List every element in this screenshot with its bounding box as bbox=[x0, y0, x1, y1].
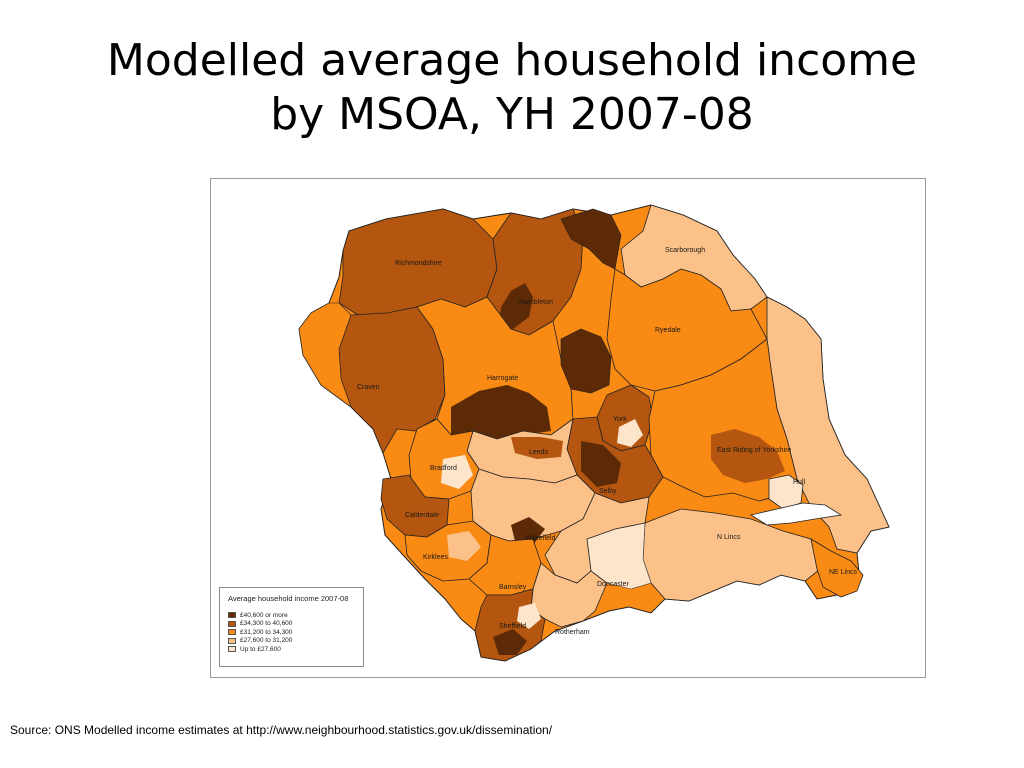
region-harrogate-dark bbox=[451, 385, 551, 441]
label-leeds: Leeds bbox=[529, 449, 549, 456]
region-wakefield-dark bbox=[511, 517, 545, 545]
legend-label: £34,300 to 40,600 bbox=[240, 620, 293, 628]
label-hambleton: Hambleton bbox=[519, 299, 553, 306]
label-craven: Craven bbox=[357, 384, 380, 391]
legend-label: £40,600 or more bbox=[240, 611, 288, 619]
label-ryedale: Ryedale bbox=[655, 327, 681, 334]
region-bradford-light bbox=[441, 455, 473, 489]
legend-swatch bbox=[228, 646, 236, 653]
region-sheffield-dark bbox=[493, 629, 527, 655]
region-thirsk-dark bbox=[560, 328, 612, 394]
region-ne-lincs bbox=[810, 538, 864, 598]
label-harrogate: Harrogate bbox=[487, 375, 518, 382]
legend-title: Average household income 2007-08 bbox=[228, 594, 349, 603]
region-craven-west bbox=[298, 302, 352, 408]
label-doncaster: Doncaster bbox=[597, 581, 630, 588]
legend-item: Up to £27,600 bbox=[228, 645, 363, 654]
label-rotherham: Rotherham bbox=[555, 629, 590, 636]
region-york-light bbox=[617, 419, 643, 447]
map-legend: Average household income 2007-08 £40,600… bbox=[219, 587, 364, 667]
label-ne-lincs: NE Lincs bbox=[829, 569, 858, 576]
title-line-1: Modelled average household income bbox=[106, 35, 918, 86]
region-selby-dark bbox=[581, 441, 621, 487]
label-kirklees: Kirklees bbox=[423, 554, 448, 561]
region-kirklees-light bbox=[447, 531, 481, 561]
legend-item: £40,600 or more bbox=[228, 611, 363, 620]
legend-label: Up to £27,600 bbox=[240, 645, 281, 653]
label-calderdale: Calderdale bbox=[405, 512, 439, 519]
region-sheffield-light bbox=[517, 603, 541, 629]
choropleth-map: Richmondshire Hambleton Scarborough Ryed… bbox=[298, 204, 890, 662]
legend-swatch bbox=[228, 629, 236, 636]
label-barnsley: Barnsley bbox=[499, 584, 527, 591]
region-n-lincs bbox=[642, 508, 824, 602]
map-frame: Richmondshire Hambleton Scarborough Ryed… bbox=[210, 178, 926, 678]
legend-item: £31,200 to 34,300 bbox=[228, 628, 363, 637]
legend-label: £31,200 to 34,300 bbox=[240, 628, 293, 636]
label-york: York bbox=[613, 416, 627, 423]
label-selby: Selby bbox=[599, 488, 617, 495]
legend-label: £27,600 to 31,200 bbox=[240, 637, 293, 645]
label-bradford: Bradford bbox=[430, 465, 457, 472]
source-note: Source: ONS Modelled income estimates at… bbox=[10, 723, 553, 737]
legend-item: £34,300 to 40,600 bbox=[228, 620, 363, 629]
region-leeds-north-dark bbox=[511, 437, 563, 459]
label-wakefield: Wakefield bbox=[525, 535, 556, 542]
title-line-2: by MSOA, YH 2007-08 bbox=[270, 89, 754, 140]
region-hambleton-dark bbox=[499, 283, 533, 329]
legend-swatch bbox=[228, 620, 236, 627]
label-east-riding: East Riding of Yorkshire bbox=[717, 447, 791, 454]
legend-swatch bbox=[228, 612, 236, 619]
label-scarborough: Scarborough bbox=[665, 247, 705, 254]
label-n-lincs: N Lincs bbox=[717, 534, 741, 541]
region-hull bbox=[768, 474, 804, 510]
legend-swatch bbox=[228, 637, 236, 644]
label-sheffield: Sheffield bbox=[499, 623, 526, 630]
label-richmondshire: Richmondshire bbox=[395, 260, 442, 267]
slide-title: Modelled average household income by MSO… bbox=[0, 34, 1024, 142]
legend-item: £27,600 to 31,200 bbox=[228, 637, 363, 646]
region-east-riding-dark bbox=[711, 429, 785, 483]
label-hull: Hull bbox=[793, 479, 806, 486]
region-humber bbox=[749, 502, 843, 526]
